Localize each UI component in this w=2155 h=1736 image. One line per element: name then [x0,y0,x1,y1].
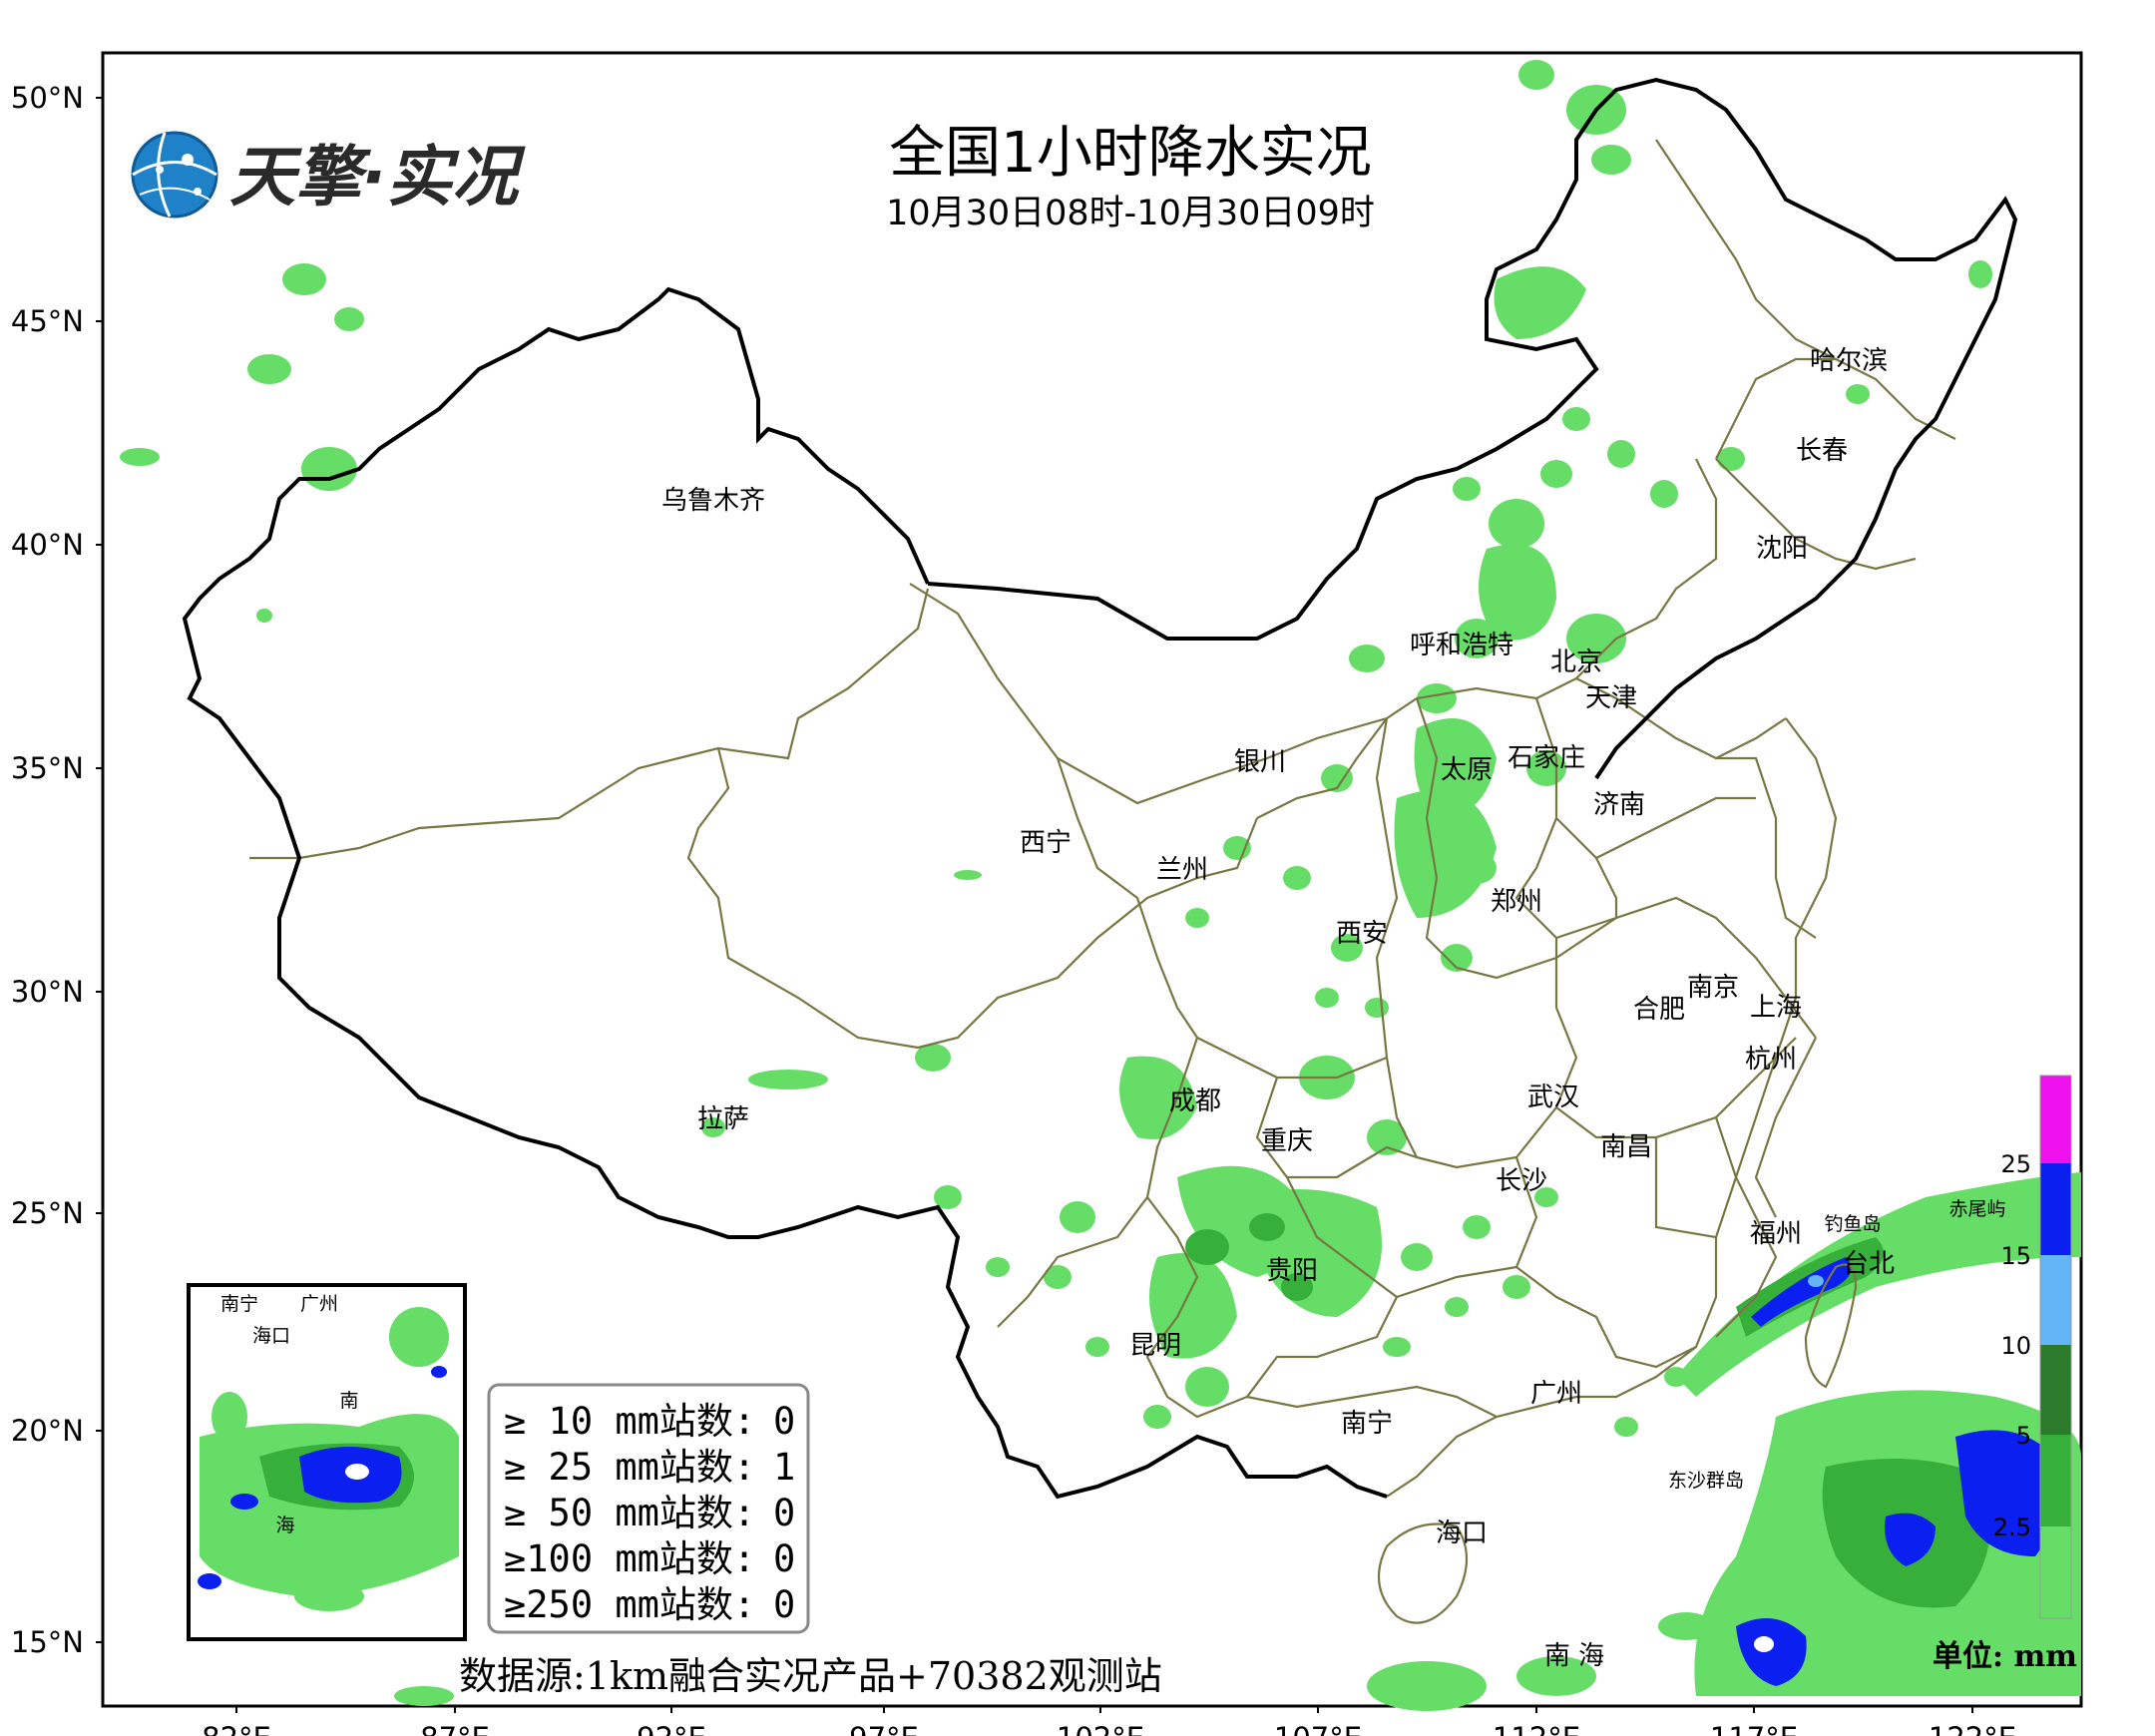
city-xining: 西宁 [1020,828,1072,858]
lon-label-122: 122°E [1929,1721,2016,1736]
city-wulumuqi: 乌鲁木齐 [661,486,765,516]
colorbar-swatch-1 [2040,1076,2071,1163]
city-chiweiyu: 赤尾屿 [1948,1198,2005,1220]
station-count-50: 0 [773,1492,795,1534]
city-nanhai: 南 海 [1544,1641,1604,1671]
lat-label-15: 15°N [11,1625,84,1659]
city-guiyang: 贵阳 [1266,1256,1318,1286]
inset-label-haikou: 海口 [252,1325,290,1347]
city-tianjin: 天津 [1585,683,1637,713]
logo: 天擎·实况 [131,131,526,218]
inset-label-nanning: 南宁 [220,1293,258,1315]
city-nanchang: 南昌 [1600,1132,1652,1162]
colorbar-tick-5: 5 [2016,1422,2031,1450]
station-count-25: 1 [773,1446,795,1489]
city-hangzhou: 杭州 [1745,1045,1797,1075]
lon-label-82: 82°E [202,1721,271,1736]
city-labels: 乌鲁木齐 哈尔滨 长春 沈阳 呼和浩特 北京 天津 石家庄 银川 太原 济南 西… [661,346,2006,1671]
globe-icon [131,131,218,218]
lat-label-45: 45°N [11,304,84,338]
city-taibei: 台北 [1843,1249,1895,1279]
city-changsha: 长沙 [1496,1166,1547,1196]
station-count-box: ≥ 10 mm站数: 0 ≥ 25 mm站数: 1 ≥ 50 mm站数: 0 ≥… [487,1383,810,1634]
lon-label-117: 117°E [1710,1721,1798,1736]
city-huhehaote: 呼和浩特 [1410,631,1513,660]
colorbar-swatch-3 [2040,1255,2071,1345]
city-nanjing: 南京 [1687,973,1739,1003]
lon-axis: 82°E 87°E 92°E 97°E 102°E 107°E 112°E 11… [202,1706,2016,1736]
lat-label-35: 35°N [11,751,84,785]
city-chongqing: 重庆 [1261,1126,1313,1156]
city-shenyang: 沈阳 [1756,534,1808,564]
city-chengdu: 成都 [1169,1086,1221,1116]
lon-label-87: 87°E [420,1721,490,1736]
city-wuhan: 武汉 [1527,1083,1579,1112]
map-subtitle: 10月30日08时-10月30日09时 [886,194,1375,233]
station-count-250: 0 [773,1583,795,1626]
station-count-100: 0 [773,1537,795,1580]
city-taiyuan: 太原 [1441,755,1493,785]
city-xian: 西安 [1336,919,1388,949]
city-lanzhou: 兰州 [1156,855,1208,885]
lat-label-40: 40°N [11,528,84,562]
national-border-north [927,77,2018,780]
map-title: 全国1小时降水实况 [889,121,1372,186]
lat-axis: 50°N 45°N 40°N 35°N 30°N 25°N 20°N 15°N [11,81,103,1659]
lat-label-25: 25°N [11,1196,84,1230]
station-threshold-25: ≥ 25 mm站数: [504,1446,755,1489]
precipitation-layer [120,60,2081,1711]
city-guangzhou: 广州 [1530,1379,1582,1409]
station-threshold-50: ≥ 50 mm站数: [504,1492,755,1534]
station-threshold-100: ≥100 mm站数: [504,1537,755,1580]
city-zhengzhou: 郑州 [1491,887,1542,917]
colorbar-tick-10: 10 [2000,1332,2031,1360]
colorbar-swatch-2 [2040,1163,2071,1255]
inset-label-guangzhou: 广州 [300,1293,338,1315]
city-jinan: 济南 [1593,790,1645,820]
inset-label-hai: 海 [275,1515,294,1536]
station-count-10: 0 [773,1400,795,1443]
city-nanning: 南宁 [1341,1409,1393,1439]
province-boundaries [249,139,1956,1624]
city-shijiazhuang: 石家庄 [1508,743,1585,773]
logo-text: 天擎·实况 [229,139,526,216]
lon-label-107: 107°E [1274,1721,1362,1736]
city-hefei: 合肥 [1633,995,1685,1025]
lon-label-92: 92°E [637,1721,706,1736]
city-diaoyudao: 钓鱼岛 [1824,1213,1881,1235]
city-lasa: 拉萨 [697,1104,749,1134]
city-changchun: 长春 [1796,436,1848,466]
city-haikou: 海口 [1436,1519,1488,1548]
inset-map: 南宁 广州 海口 南 海 [187,1283,467,1641]
colorbar-tick-2-5: 2.5 [1993,1514,2031,1541]
station-threshold-10: ≥ 10 mm站数: [504,1400,755,1443]
colorbar-tick-15: 15 [2000,1242,2031,1270]
lon-label-97: 97°E [849,1721,919,1736]
city-haerbin: 哈尔滨 [1810,346,1888,376]
lon-label-102: 102°E [1057,1721,1144,1736]
lat-label-50: 50°N [11,81,84,115]
lat-label-20: 20°N [11,1414,84,1448]
city-shanghai: 上海 [1750,993,1802,1023]
colorbar-swatch-5 [2040,1435,2071,1526]
lat-label-30: 30°N [11,975,84,1009]
city-kunming: 昆明 [1129,1331,1181,1361]
colorbar-swatch-6 [2040,1526,2071,1618]
data-source: 数据源:1km融合实况产品+70382观测站 [459,1654,1162,1698]
city-yinchuan: 银川 [1234,747,1286,777]
colorbar-tick-25: 25 [2000,1150,2031,1178]
city-dongsha: 东沙群岛 [1668,1470,1744,1492]
colorbar: 25 15 10 5 2.5 单位: mm [1933,1075,2077,1674]
city-fuzhou: 福州 [1750,1219,1802,1249]
inset-label-nan: 南 [339,1390,358,1412]
colorbar-swatch-4 [2040,1345,2071,1435]
lon-label-112: 112°E [1493,1721,1580,1736]
station-threshold-250: ≥250 mm站数: [504,1583,755,1626]
colorbar-unit: 单位: mm [1933,1639,2077,1674]
city-beijing: 北京 [1550,648,1602,677]
national-border [182,286,1388,1500]
